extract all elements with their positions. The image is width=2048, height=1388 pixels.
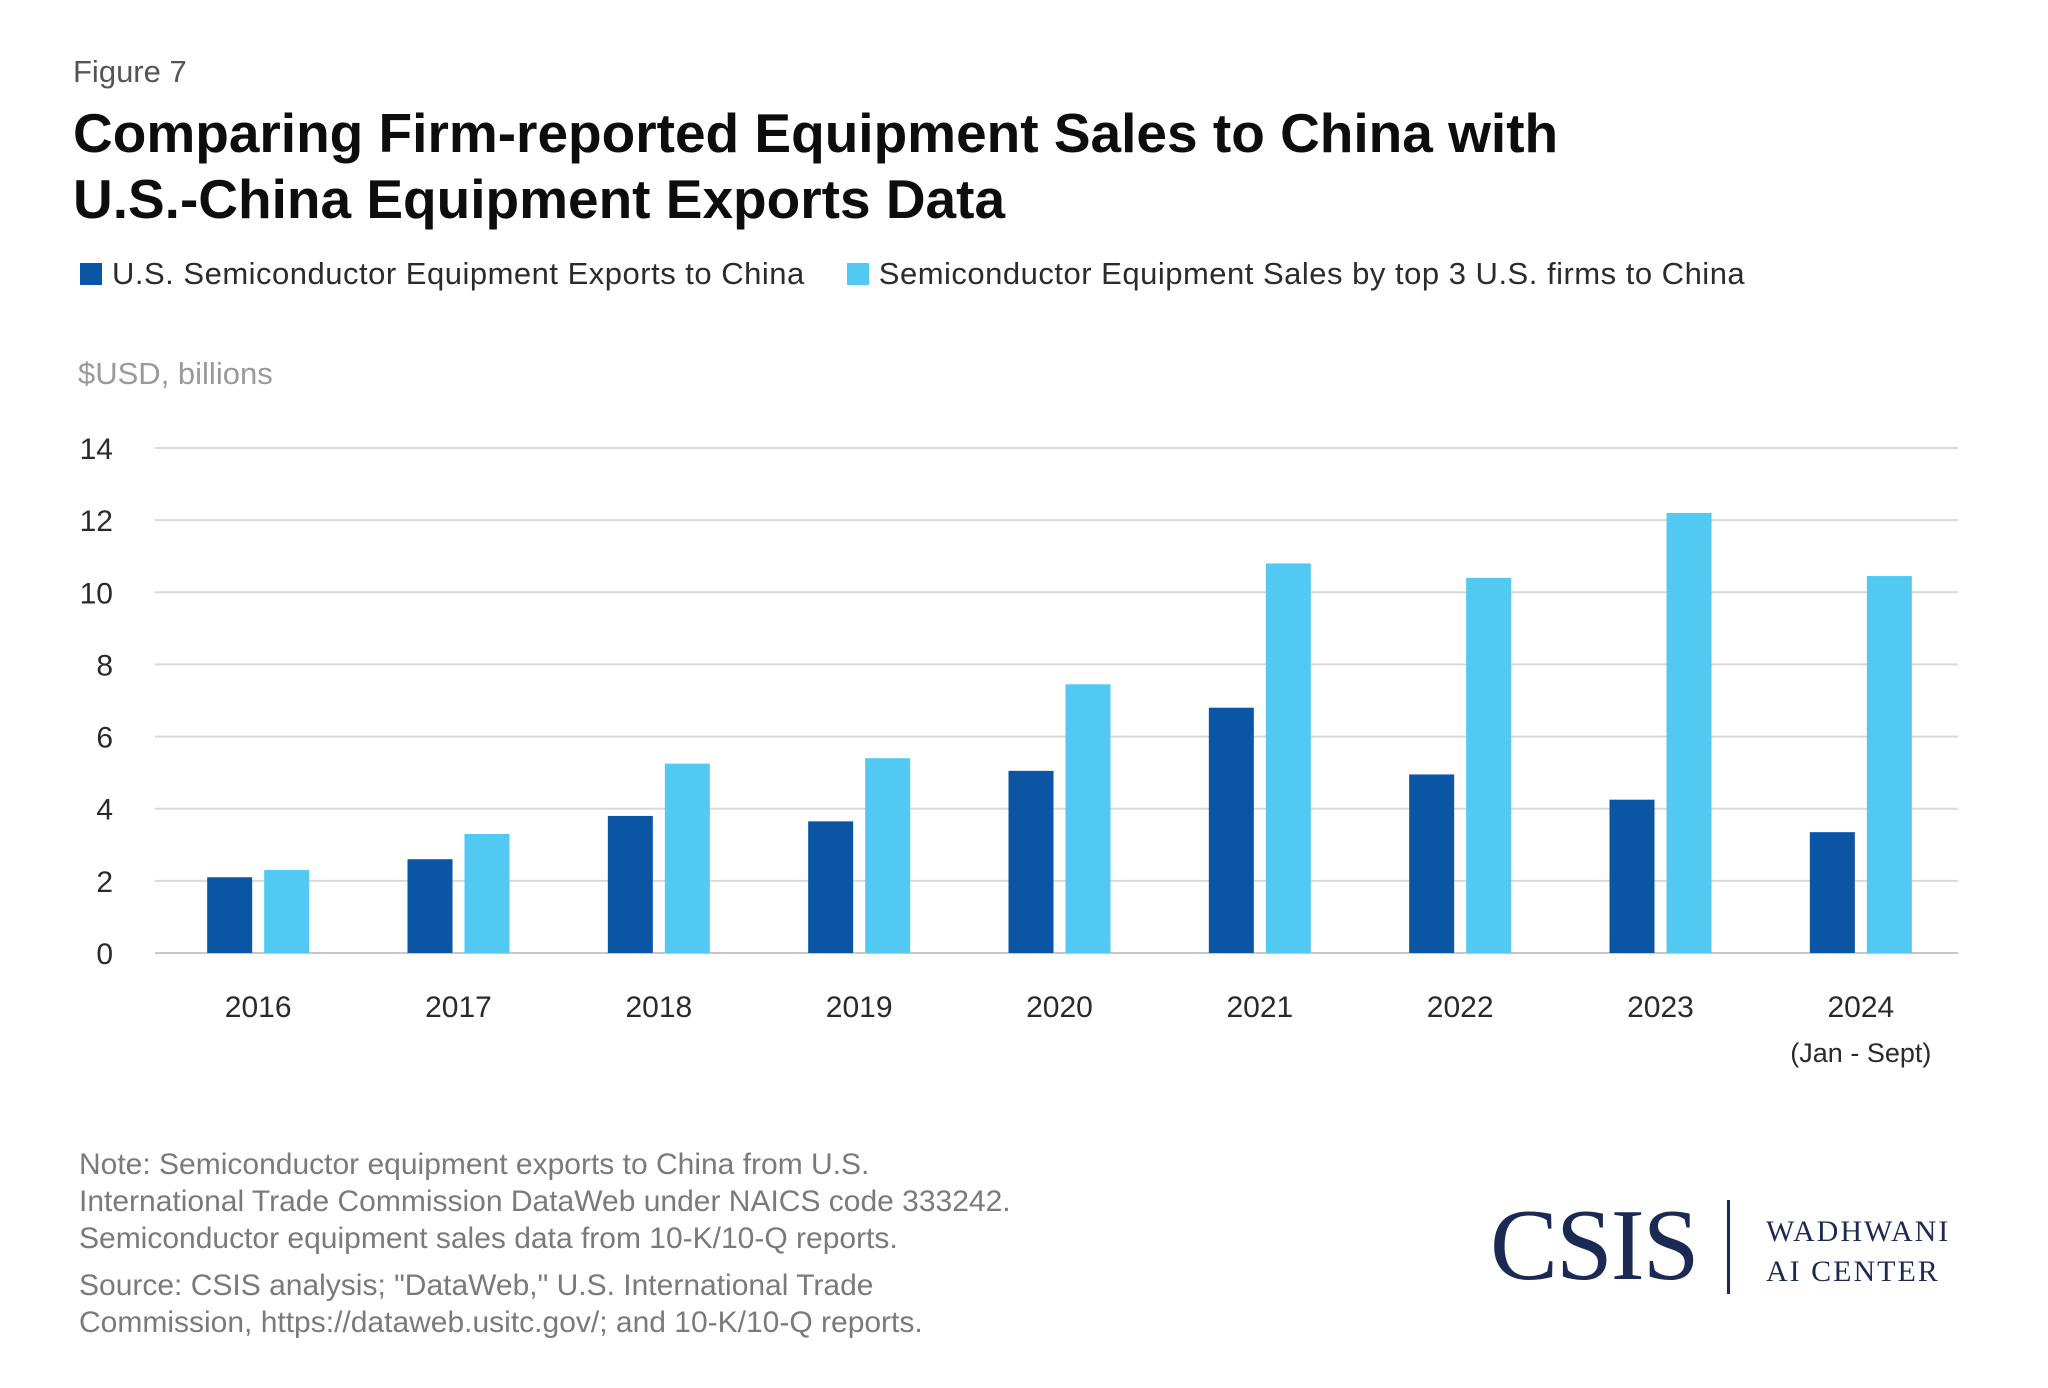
legend-label-exports: U.S. Semiconductor Equipment Exports to …	[112, 256, 805, 291]
x-tick-label: 2019	[826, 991, 893, 1024]
y-tick-label: 2	[96, 866, 113, 899]
x-tick-label: 2017	[425, 991, 492, 1024]
bar-exports-2017	[407, 859, 453, 953]
bar-firm-sales-2021	[1265, 563, 1311, 953]
note-line-3: Semiconductor equipment sales data from …	[79, 1222, 898, 1255]
x-tick-label: 2022	[1427, 991, 1494, 1024]
y-tick-label: 12	[80, 505, 113, 538]
bar-exports-2020	[1008, 770, 1054, 953]
legend-swatch-firm-sales	[846, 263, 869, 285]
legend-label-firm-sales: Semiconductor Equipment Sales by top 3 U…	[878, 256, 1746, 291]
source-text: Source: CSIS analysis; "DataWeb," U.S. I…	[79, 1267, 1179, 1341]
note-text: Note: Semiconductor equipment exports to…	[79, 1146, 1179, 1257]
bar-chart: 0 2 4 6 8 10 12 14 2016 2017 2018 2019 2020 2021 2022 2…	[80, 433, 1958, 1068]
y-tick-label: 14	[80, 433, 113, 466]
logo-center-line-2: AI CENTER	[1766, 1255, 1940, 1288]
figure-label: Figure 7	[73, 54, 187, 89]
bar-firm-sales-2024	[1866, 576, 1912, 953]
legend-item-firm-sales: Semiconductor Equipment Sales by top 3 U…	[846, 256, 1746, 292]
y-axis-unit-label: $USD, billions	[78, 356, 273, 391]
bar-exports-2023	[1609, 799, 1655, 953]
source-line-1: Source: CSIS analysis; "DataWeb," U.S. I…	[79, 1269, 874, 1302]
bar-firm-sales-2023	[1666, 512, 1712, 953]
bar-firm-sales-2016	[264, 870, 310, 953]
bar-firm-sales-2022	[1466, 577, 1512, 953]
bar-exports-2024	[1809, 832, 1855, 953]
x-tick-label: 2016	[225, 991, 292, 1024]
y-tick-label: 4	[96, 794, 113, 827]
x-tick-label: 2018	[625, 991, 692, 1024]
y-tick-label: 10	[80, 577, 113, 610]
note-line-2: International Trade Commission DataWeb u…	[79, 1185, 1011, 1218]
chart-title: Comparing Firm-reported Equipment Sales …	[73, 100, 1873, 232]
x-tick-note: (Jan - Sept)	[1790, 1038, 1931, 1068]
bar-exports-2019	[808, 821, 854, 953]
logo-center-name: WADHWANI AI CENTER	[1766, 1212, 1950, 1292]
x-tick-label: 2024	[1827, 991, 1894, 1024]
bar-firm-sales-2018	[664, 763, 710, 953]
bar-firm-sales-2017	[464, 833, 510, 953]
legend-swatch-exports	[80, 263, 102, 285]
bar-firm-sales-2019	[865, 758, 911, 953]
x-tick-label: 2023	[1627, 991, 1694, 1024]
source-line-2: Commission, https://dataweb.usitc.gov/; …	[79, 1306, 923, 1339]
bar-firm-sales-2020	[1065, 684, 1111, 953]
y-tick-label: 0	[96, 938, 113, 971]
bar-exports-2021	[1208, 707, 1254, 953]
logo-divider	[1727, 1200, 1730, 1294]
chart-legend: U.S. Semiconductor Equipment Exports to …	[80, 252, 1787, 296]
x-tick-label: 2021	[1226, 991, 1293, 1024]
bar-exports-2022	[1409, 774, 1455, 953]
logo-csis-wordmark: CSIS	[1490, 1189, 1699, 1302]
bar-exports-2016	[207, 877, 253, 953]
csis-wadhwani-logo: CSIS WADHWANI AI CENTER	[1490, 1189, 1960, 1302]
x-tick-label: 2020	[1026, 991, 1093, 1024]
y-tick-label: 6	[96, 722, 113, 755]
note-line-1: Note: Semiconductor equipment exports to…	[79, 1148, 870, 1181]
legend-item-exports: U.S. Semiconductor Equipment Exports to …	[80, 256, 805, 292]
logo-center-line-1: WADHWANI	[1766, 1215, 1951, 1248]
chart-title-line-1: Comparing Firm-reported Equipment Sales …	[73, 102, 1559, 164]
y-tick-label: 8	[96, 649, 113, 682]
chart-title-line-2: U.S.-China Equipment Exports Data	[73, 168, 1006, 230]
bar-exports-2018	[607, 815, 653, 953]
